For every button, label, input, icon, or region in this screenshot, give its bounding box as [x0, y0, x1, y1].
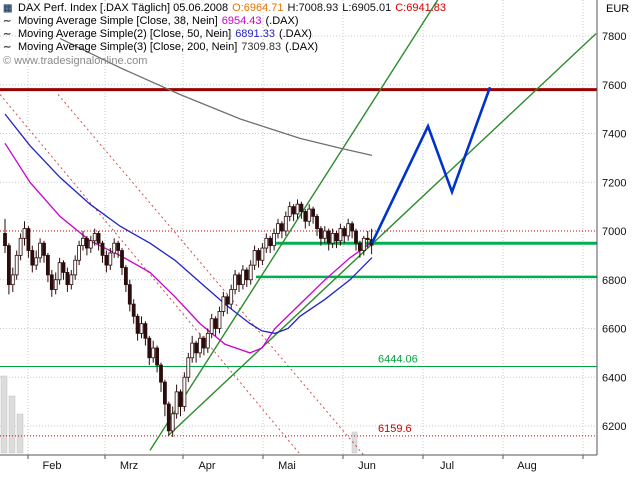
ma-line	[4, 142, 373, 354]
indicator-value: 7309.83	[241, 41, 282, 53]
indicator-line-icon: ∼	[3, 42, 12, 53]
levels-layer	[0, 88, 597, 437]
indicator-label: Moving Average Simple [Close, 38, Nein]	[18, 15, 218, 27]
y-axis-tick-label: 7000	[602, 226, 626, 238]
indicator-row-sma200: ∼ Moving Average Simple(3) [Close, 200, N…	[3, 41, 450, 54]
indicator-row-sma38: ∼ Moving Average Simple [Close, 38, Nein]…	[3, 15, 450, 28]
currency-label: EUR	[606, 3, 630, 15]
level-labels-layer: 6444.06 6159.6	[378, 354, 418, 435]
watermark: © www.tradesignalonline.com	[3, 55, 148, 67]
x-axis-month-label: Mrz	[120, 460, 138, 472]
x-axis-month-label: Apr	[198, 460, 215, 472]
x-axis-month-label: Jul	[440, 460, 454, 472]
x-axis-month-label: Mai	[278, 460, 296, 472]
uptrend-lines-layer	[149, 0, 597, 451]
close-value: C:6941.83	[395, 2, 446, 14]
support-level-label: 6444.06	[378, 354, 418, 366]
x-axis-month-label: Feb	[43, 460, 62, 472]
indicator-label: Moving Average Simple(3) [Close, 200, Ne…	[18, 41, 238, 53]
grid-layer	[0, 0, 597, 455]
indicator-line-icon: ∼	[3, 16, 12, 27]
legend-panel: ▦ DAX Perf. Index [.DAX Täglich] 05.06.20…	[3, 2, 450, 68]
instrument-row: ▦ DAX Perf. Index [.DAX Täglich] 05.06.20…	[3, 2, 450, 15]
axis-layer: 7800 7600 7400 7200 7000 6800 6600 6400 6200 Feb M…	[0, 0, 626, 472]
y-axis-tick-label: 7400	[602, 129, 626, 141]
downtrend-lines-layer	[0, 94, 365, 455]
candlestick-chart-icon: ▦	[3, 3, 13, 14]
y-axis-tick-label: 6800	[602, 275, 626, 287]
indicator-symbol: (.DAX)	[278, 28, 312, 40]
x-axis-month-label: Jun	[358, 460, 376, 472]
y-axis-tick-label: 7200	[602, 177, 626, 189]
candles-layer	[3, 199, 374, 437]
y-axis-tick-label: 6400	[602, 372, 626, 384]
y-axis-tick-label: 6200	[602, 421, 626, 433]
ghost-bars-layer	[0, 375, 358, 454]
projection-line	[370, 86, 492, 244]
indicator-line-icon: ∼	[3, 29, 12, 40]
low-value: L:6905.01	[342, 2, 392, 14]
ma-line	[59, 37, 373, 157]
indicator-label: Moving Average Simple(2) [Close, 50, Nei…	[18, 28, 232, 40]
indicator-value: 6891.33	[235, 28, 275, 40]
instrument-title: DAX Perf. Index [.DAX Täglich] 05.06.200…	[18, 2, 229, 14]
y-axis-tick-label: 6600	[602, 324, 626, 336]
x-axis-month-label: Aug	[517, 460, 537, 472]
indicator-symbol: (.DAX)	[285, 41, 319, 53]
indicator-value: 6954.43	[221, 15, 262, 27]
y-axis-tick-label: 7600	[602, 80, 626, 92]
plot-area	[0, 0, 597, 455]
y-axis-tick-label: 7800	[602, 31, 626, 43]
low-level-label: 6159.6	[378, 423, 412, 435]
moving-averages-layer	[4, 37, 373, 354]
indicator-symbol: (.DAX)	[265, 15, 299, 27]
indicator-row-sma50: ∼ Moving Average Simple(2) [Close, 50, Ne…	[3, 28, 450, 41]
high-value: H:7008.93	[287, 2, 339, 14]
open-value: O:6964.71	[232, 2, 284, 14]
